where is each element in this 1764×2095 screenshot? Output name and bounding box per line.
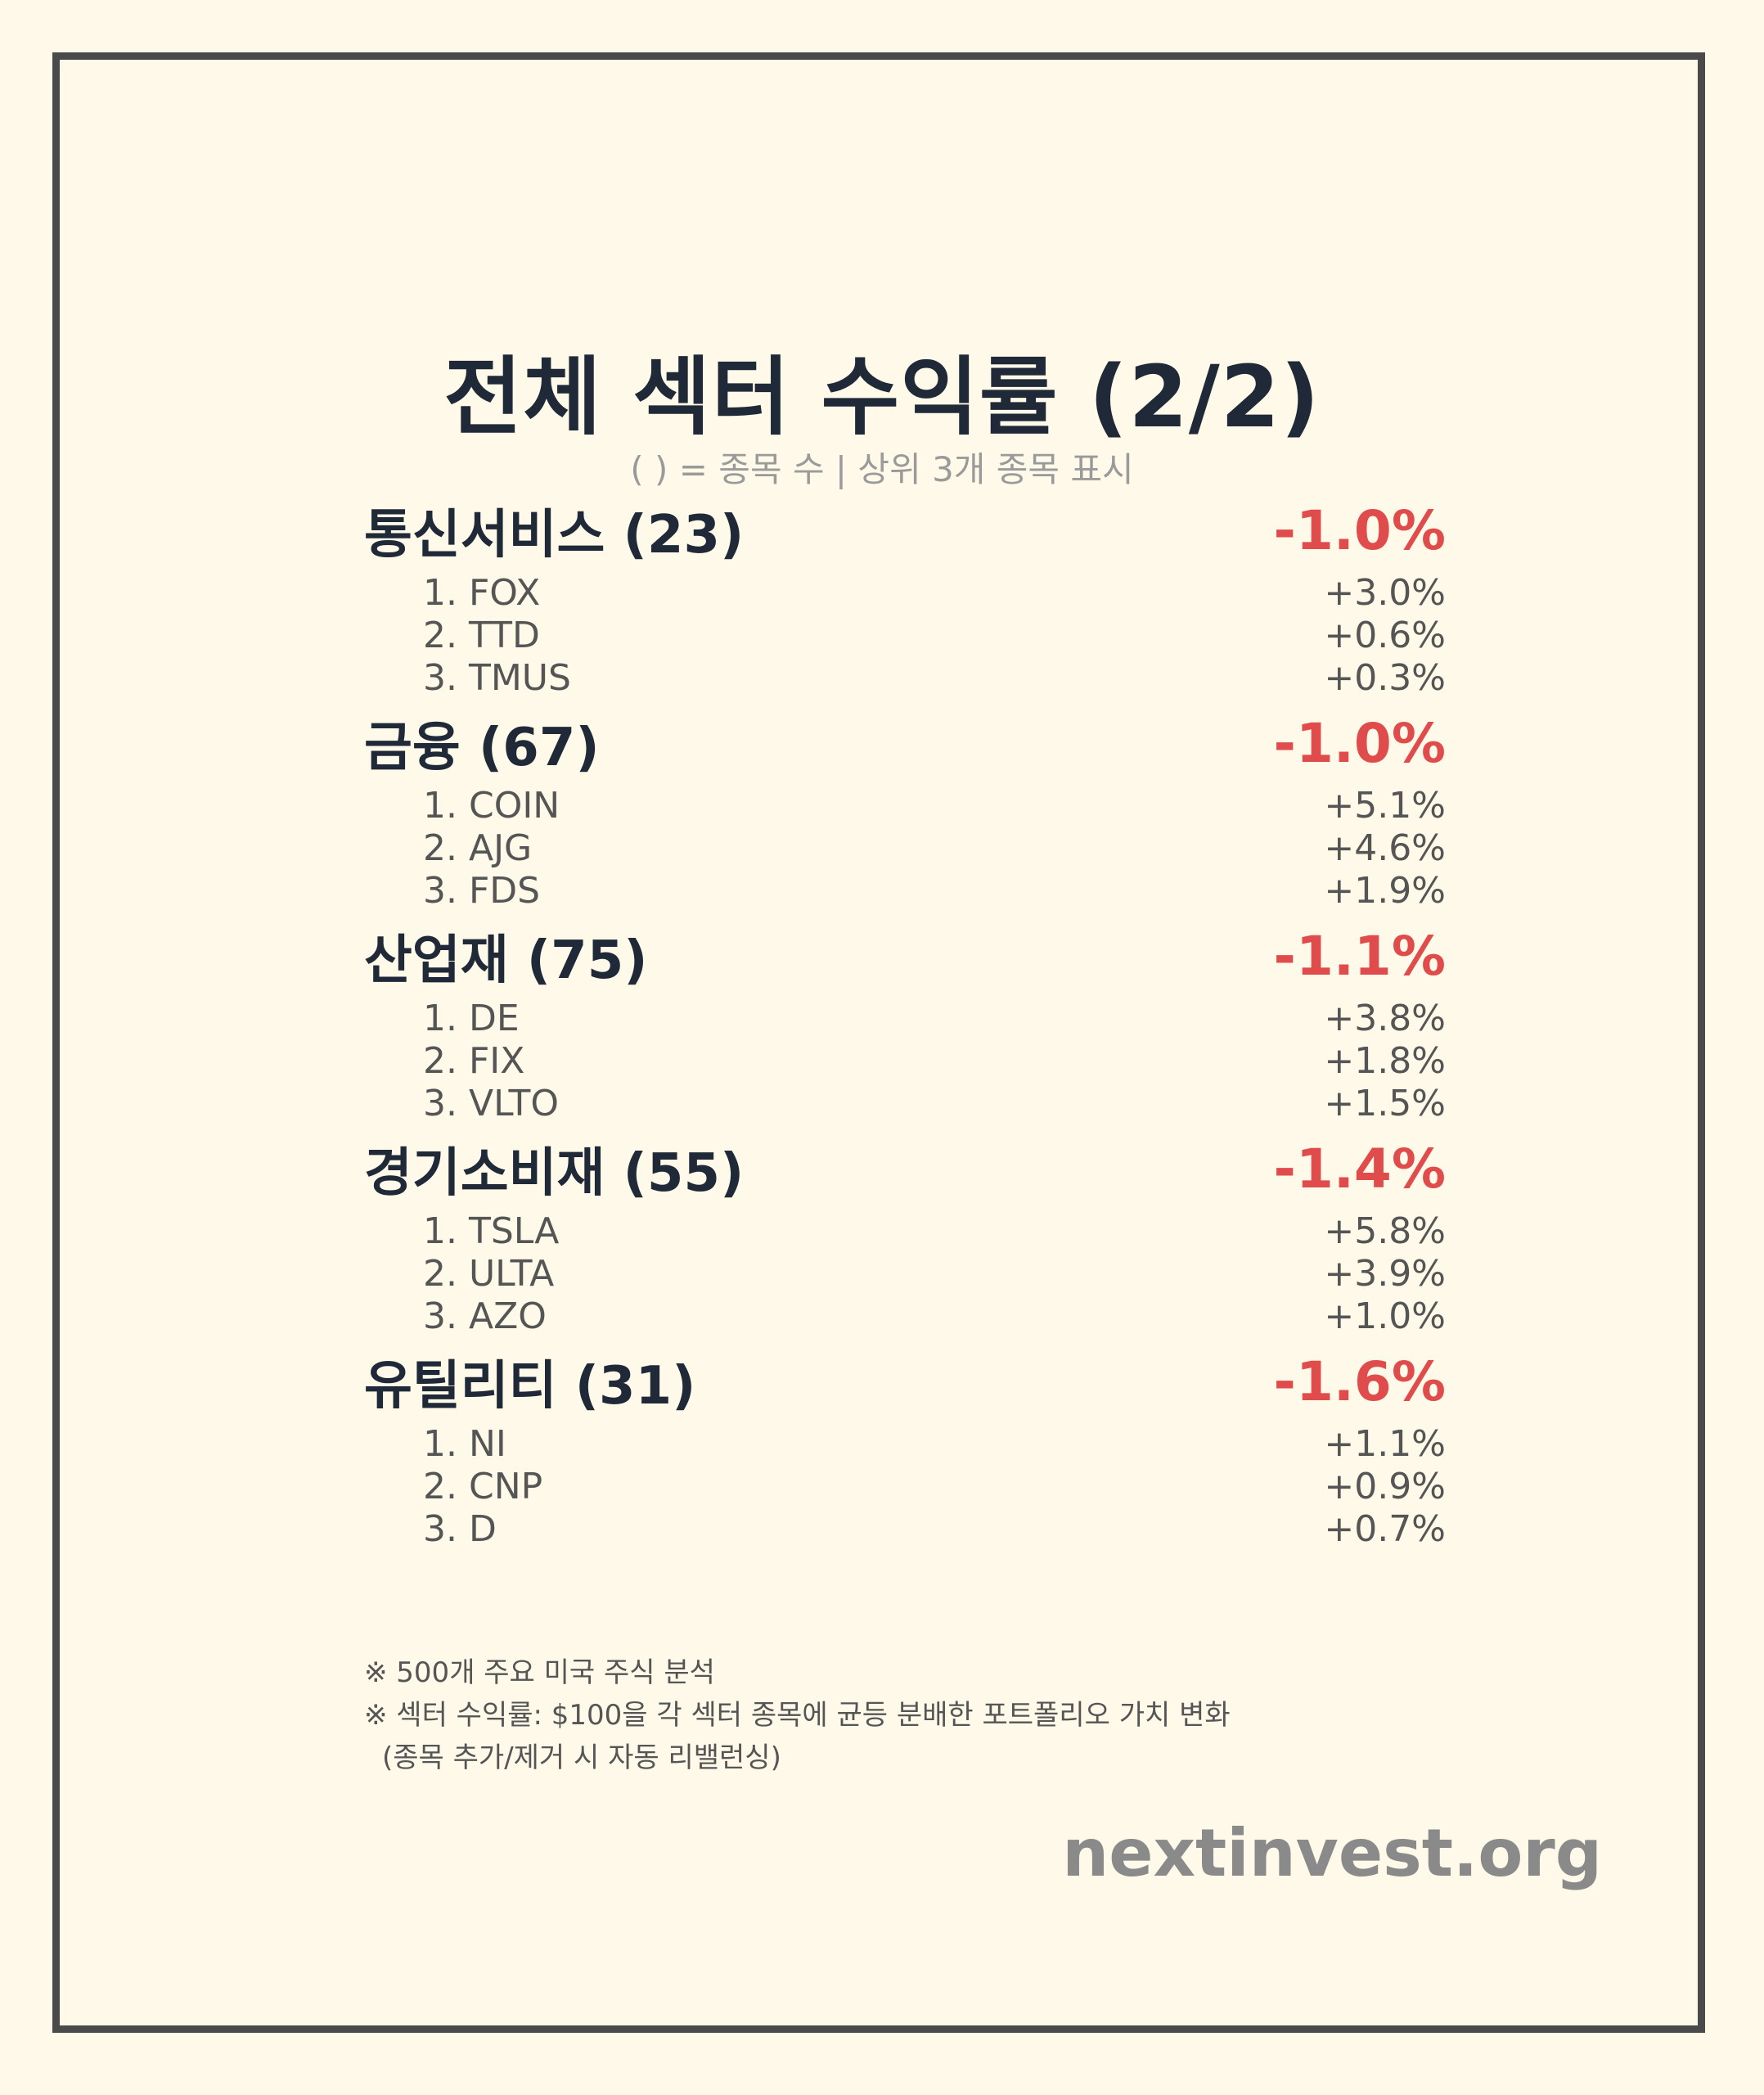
stock-label: 1. TSLA bbox=[423, 1210, 560, 1252]
footnotes: ※ 500개 주요 미국 주식 분석 ※ 섹터 수익률: $100을 각 섹터 … bbox=[364, 1651, 1231, 1779]
sector-block: 유틸리티 (31) -1.6% 1. NI +1.1% 2. CNP +0.9%… bbox=[364, 1340, 1446, 1553]
sector-header: 산업재 (75) -1.1% bbox=[364, 915, 1446, 997]
sector-return: -1.1% bbox=[1273, 924, 1446, 988]
stock-row: 2. TTD +0.6% bbox=[364, 614, 1446, 656]
stock-row: 3. AZO +1.0% bbox=[364, 1295, 1446, 1337]
sector-block: 경기소비재 (55) -1.4% 1. TSLA +5.8% 2. ULTA +… bbox=[364, 1128, 1446, 1340]
stock-row: 1. NI +1.1% bbox=[364, 1422, 1446, 1465]
stock-return: +1.0% bbox=[1324, 1295, 1446, 1337]
stock-label: 1. COIN bbox=[423, 784, 560, 827]
stock-return: +3.8% bbox=[1324, 997, 1446, 1039]
stock-label: 3. VLTO bbox=[423, 1082, 560, 1124]
sector-name: 통신서비스 (23) bbox=[364, 505, 745, 565]
stock-row: 3. TMUS +0.3% bbox=[364, 656, 1446, 699]
sector-header: 통신서비스 (23) -1.0% bbox=[364, 489, 1446, 571]
page-frame bbox=[52, 52, 1705, 2033]
stock-label: 1. FOX bbox=[423, 571, 541, 614]
sector-name: 금융 (67) bbox=[364, 718, 600, 778]
footnote: ※ 섹터 수익률: $100을 각 섹터 종목에 균등 분배한 포트폴리오 가치… bbox=[364, 1699, 1231, 1732]
stock-label: 2. FIX bbox=[423, 1039, 525, 1082]
stock-label: 1. NI bbox=[423, 1422, 506, 1465]
stock-row: 2. CNP +0.9% bbox=[364, 1465, 1446, 1507]
stock-label: 2. CNP bbox=[423, 1465, 543, 1507]
sector-header: 금융 (67) -1.0% bbox=[364, 702, 1446, 784]
stock-label: 3. FDS bbox=[423, 869, 541, 912]
stock-row: 2. AJG +4.6% bbox=[364, 827, 1446, 869]
stock-return: +1.9% bbox=[1324, 869, 1446, 912]
stock-row: 3. FDS +1.9% bbox=[364, 869, 1446, 912]
stock-row: 1. TSLA +5.8% bbox=[364, 1210, 1446, 1252]
footnote: ※ 500개 주요 미국 주식 분석 bbox=[364, 1656, 715, 1689]
stock-row: 1. DE +3.8% bbox=[364, 997, 1446, 1039]
stock-label: 3. AZO bbox=[423, 1295, 547, 1337]
stock-return: +5.1% bbox=[1324, 784, 1446, 827]
stock-row: 3. D +0.7% bbox=[364, 1507, 1446, 1550]
stock-return: +0.9% bbox=[1324, 1465, 1446, 1507]
stock-return: +1.8% bbox=[1324, 1039, 1446, 1082]
stock-return: +1.1% bbox=[1324, 1422, 1446, 1465]
footnote: (종목 추가/제거 시 자동 리밸런싱) bbox=[382, 1741, 781, 1774]
stock-return: +4.6% bbox=[1324, 827, 1446, 869]
stock-return: +3.0% bbox=[1324, 571, 1446, 614]
stock-label: 3. TMUS bbox=[423, 656, 571, 699]
sector-name: 산업재 (75) bbox=[364, 930, 648, 991]
stock-label: 2. ULTA bbox=[423, 1252, 555, 1295]
sector-block: 금융 (67) -1.0% 1. COIN +5.1% 2. AJG +4.6%… bbox=[364, 702, 1446, 915]
stock-row: 2. ULTA +3.9% bbox=[364, 1252, 1446, 1295]
stock-return: +0.6% bbox=[1324, 614, 1446, 656]
sector-return: -1.0% bbox=[1273, 498, 1446, 562]
sector-return: -1.4% bbox=[1273, 1137, 1446, 1201]
sector-name: 유틸리티 (31) bbox=[364, 1356, 696, 1417]
sector-header: 경기소비재 (55) -1.4% bbox=[364, 1128, 1446, 1210]
stock-return: +1.5% bbox=[1324, 1082, 1446, 1124]
stock-label: 2. AJG bbox=[423, 827, 533, 869]
page-subtitle: ( ) = 종목 수 | 상위 3개 종목 표시 bbox=[630, 449, 1134, 489]
sector-name: 경기소비재 (55) bbox=[364, 1143, 745, 1204]
sector-block: 통신서비스 (23) -1.0% 1. FOX +3.0% 2. TTD +0.… bbox=[364, 489, 1446, 702]
sector-return: -1.0% bbox=[1273, 711, 1446, 775]
stock-row: 1. COIN +5.1% bbox=[364, 784, 1446, 827]
sector-block: 산업재 (75) -1.1% 1. DE +3.8% 2. FIX +1.8% … bbox=[364, 915, 1446, 1128]
stock-label: 2. TTD bbox=[423, 614, 540, 656]
stock-return: +3.9% bbox=[1324, 1252, 1446, 1295]
brand-link[interactable]: nextinvest.org bbox=[1062, 1815, 1602, 1891]
stock-row: 3. VLTO +1.5% bbox=[364, 1082, 1446, 1124]
sector-return: -1.6% bbox=[1273, 1349, 1446, 1413]
stock-return: +0.3% bbox=[1324, 656, 1446, 699]
page-title: 전체 섹터 수익률 (2/2) bbox=[443, 347, 1321, 447]
stock-return: +5.8% bbox=[1324, 1210, 1446, 1252]
sector-header: 유틸리티 (31) -1.6% bbox=[364, 1340, 1446, 1422]
sector-list: 통신서비스 (23) -1.0% 1. FOX +3.0% 2. TTD +0.… bbox=[364, 489, 1446, 1553]
stock-row: 1. FOX +3.0% bbox=[364, 571, 1446, 614]
stock-row: 2. FIX +1.8% bbox=[364, 1039, 1446, 1082]
stock-label: 1. DE bbox=[423, 997, 520, 1039]
stock-return: +0.7% bbox=[1324, 1507, 1446, 1550]
stock-label: 3. D bbox=[423, 1507, 497, 1550]
